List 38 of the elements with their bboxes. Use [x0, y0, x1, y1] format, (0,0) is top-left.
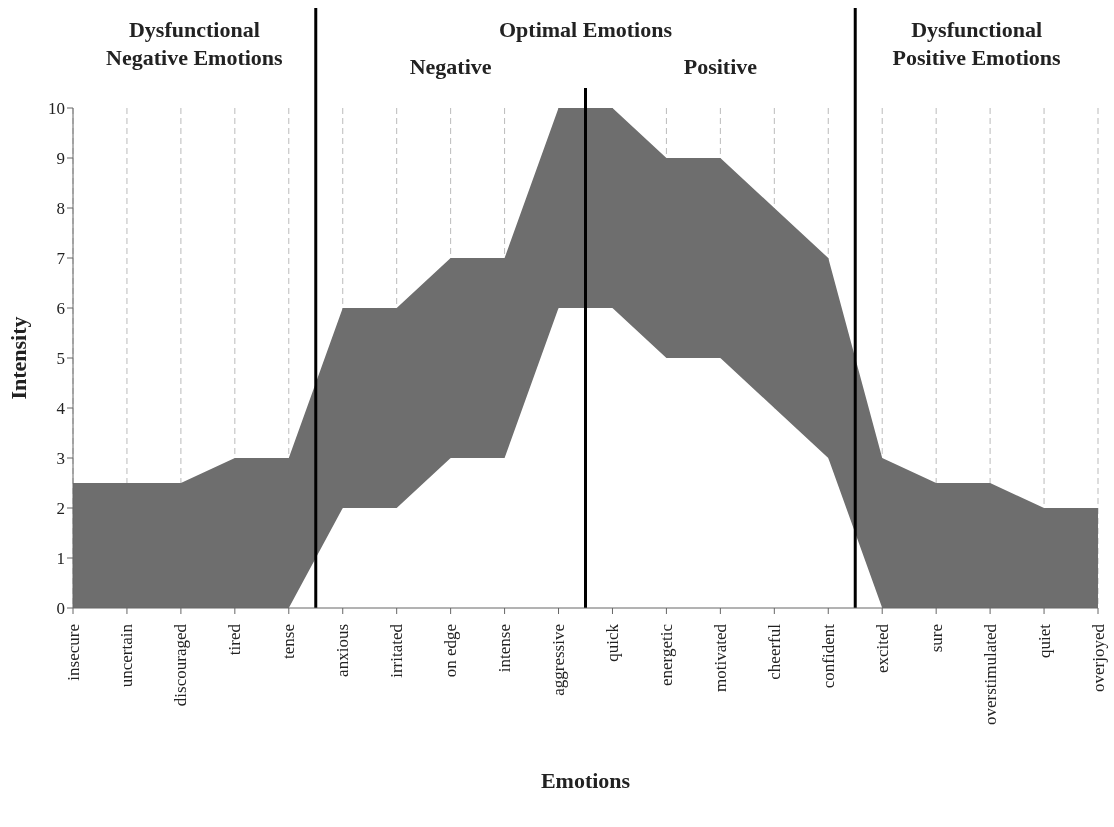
text: Dysfunctional Positive Emotions: [891, 16, 1062, 72]
x-tick-label: tense: [279, 624, 299, 659]
text: Dysfunctional Negative Emotions: [105, 16, 284, 72]
y-tick-label: 8: [56, 199, 65, 219]
x-tick-label: uncertain: [117, 623, 137, 688]
x-tick-label: irritated: [387, 623, 407, 678]
x-tick-label: tired: [225, 623, 245, 656]
y-tick-label: 6: [56, 299, 65, 319]
x-tick-label: aggressive: [549, 624, 569, 696]
y-tick-label: 4: [56, 399, 66, 419]
x-tick-label: quick: [602, 623, 622, 662]
y-tick-label: 3: [56, 449, 65, 469]
y-tick-label: 7: [56, 249, 66, 269]
y-tick-label: 9: [56, 149, 65, 169]
x-tick-label: overstimulated: [980, 623, 1000, 726]
x-tick-label: confident: [818, 623, 838, 689]
x-tick-label: quiet: [1034, 623, 1054, 658]
text: Positive: [682, 53, 759, 81]
y-tick-label: 2: [56, 499, 65, 519]
x-tick-label: sure: [926, 624, 946, 653]
text: Optimal Emotions: [498, 16, 673, 44]
x-tick-label: overjoyed: [1088, 623, 1108, 692]
x-tick-label: motivated: [710, 623, 730, 692]
x-axis-title: Emotions: [540, 768, 631, 793]
y-tick-label: 5: [56, 349, 65, 369]
x-tick-label: cheerful: [764, 623, 784, 680]
x-tick-label: discouraged: [171, 623, 191, 707]
x-tick-label: excited: [872, 623, 892, 674]
x-tick-label: intense: [495, 624, 515, 673]
y-tick-label: 0: [56, 599, 65, 619]
x-tick-label: on edge: [441, 624, 461, 678]
y-axis-title: Intensity: [5, 316, 31, 400]
x-tick-label: energetic: [656, 623, 676, 686]
x-tick-label: insecure: [63, 624, 83, 681]
text: Negative: [408, 53, 493, 81]
x-tick-label: anxious: [333, 624, 353, 677]
y-tick-label: 1: [56, 549, 65, 569]
y-tick-label: 10: [48, 99, 65, 119]
